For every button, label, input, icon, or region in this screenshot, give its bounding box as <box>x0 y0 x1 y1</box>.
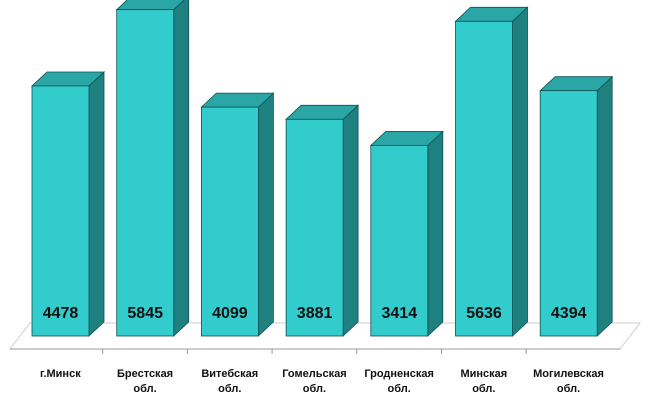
x-tick-label: обл. <box>133 383 156 395</box>
data-label: 5636 <box>466 305 502 322</box>
x-tick-label: Могилевская <box>533 368 604 380</box>
data-label: 3414 <box>382 305 418 322</box>
data-label: 4478 <box>43 305 79 322</box>
bar-side <box>88 71 105 337</box>
bar-side <box>342 104 359 337</box>
x-tick-label: Гомельская <box>282 368 346 380</box>
x-tick-label: обл. <box>218 383 241 395</box>
data-label: 5845 <box>127 305 163 322</box>
bar <box>455 20 513 337</box>
bar <box>116 9 175 337</box>
bar <box>539 90 598 337</box>
x-tick-label: обл. <box>472 383 495 395</box>
x-tick-label: Витебская <box>201 368 258 380</box>
bar <box>200 106 259 337</box>
data-label: 4394 <box>551 305 587 322</box>
x-tick-label: Гродненская <box>364 368 434 380</box>
x-tick-label: Брестская <box>117 368 173 380</box>
data-label: 4099 <box>212 305 248 322</box>
bar-side <box>257 92 274 337</box>
x-tick-label: обл. <box>557 383 580 395</box>
bar-series: 4478 5845 4099 3881 3414 5636 4394 <box>30 0 614 337</box>
x-tick-label: г.Минск <box>40 368 81 380</box>
data-label: 3881 <box>297 305 333 322</box>
x-axis: г.Минск Брестская обл. Витебская обл. Гомельс… <box>10 348 620 395</box>
bar-side <box>173 0 190 337</box>
x-tick-label: Минская <box>460 368 507 380</box>
bar <box>285 118 344 337</box>
bar <box>370 144 429 337</box>
x-tick-label: обл. <box>388 383 411 395</box>
x-tick-label: обл. <box>303 383 326 395</box>
bar <box>31 85 90 337</box>
bar-side <box>512 6 528 337</box>
bar-side <box>596 75 613 337</box>
bar-side <box>427 130 444 337</box>
